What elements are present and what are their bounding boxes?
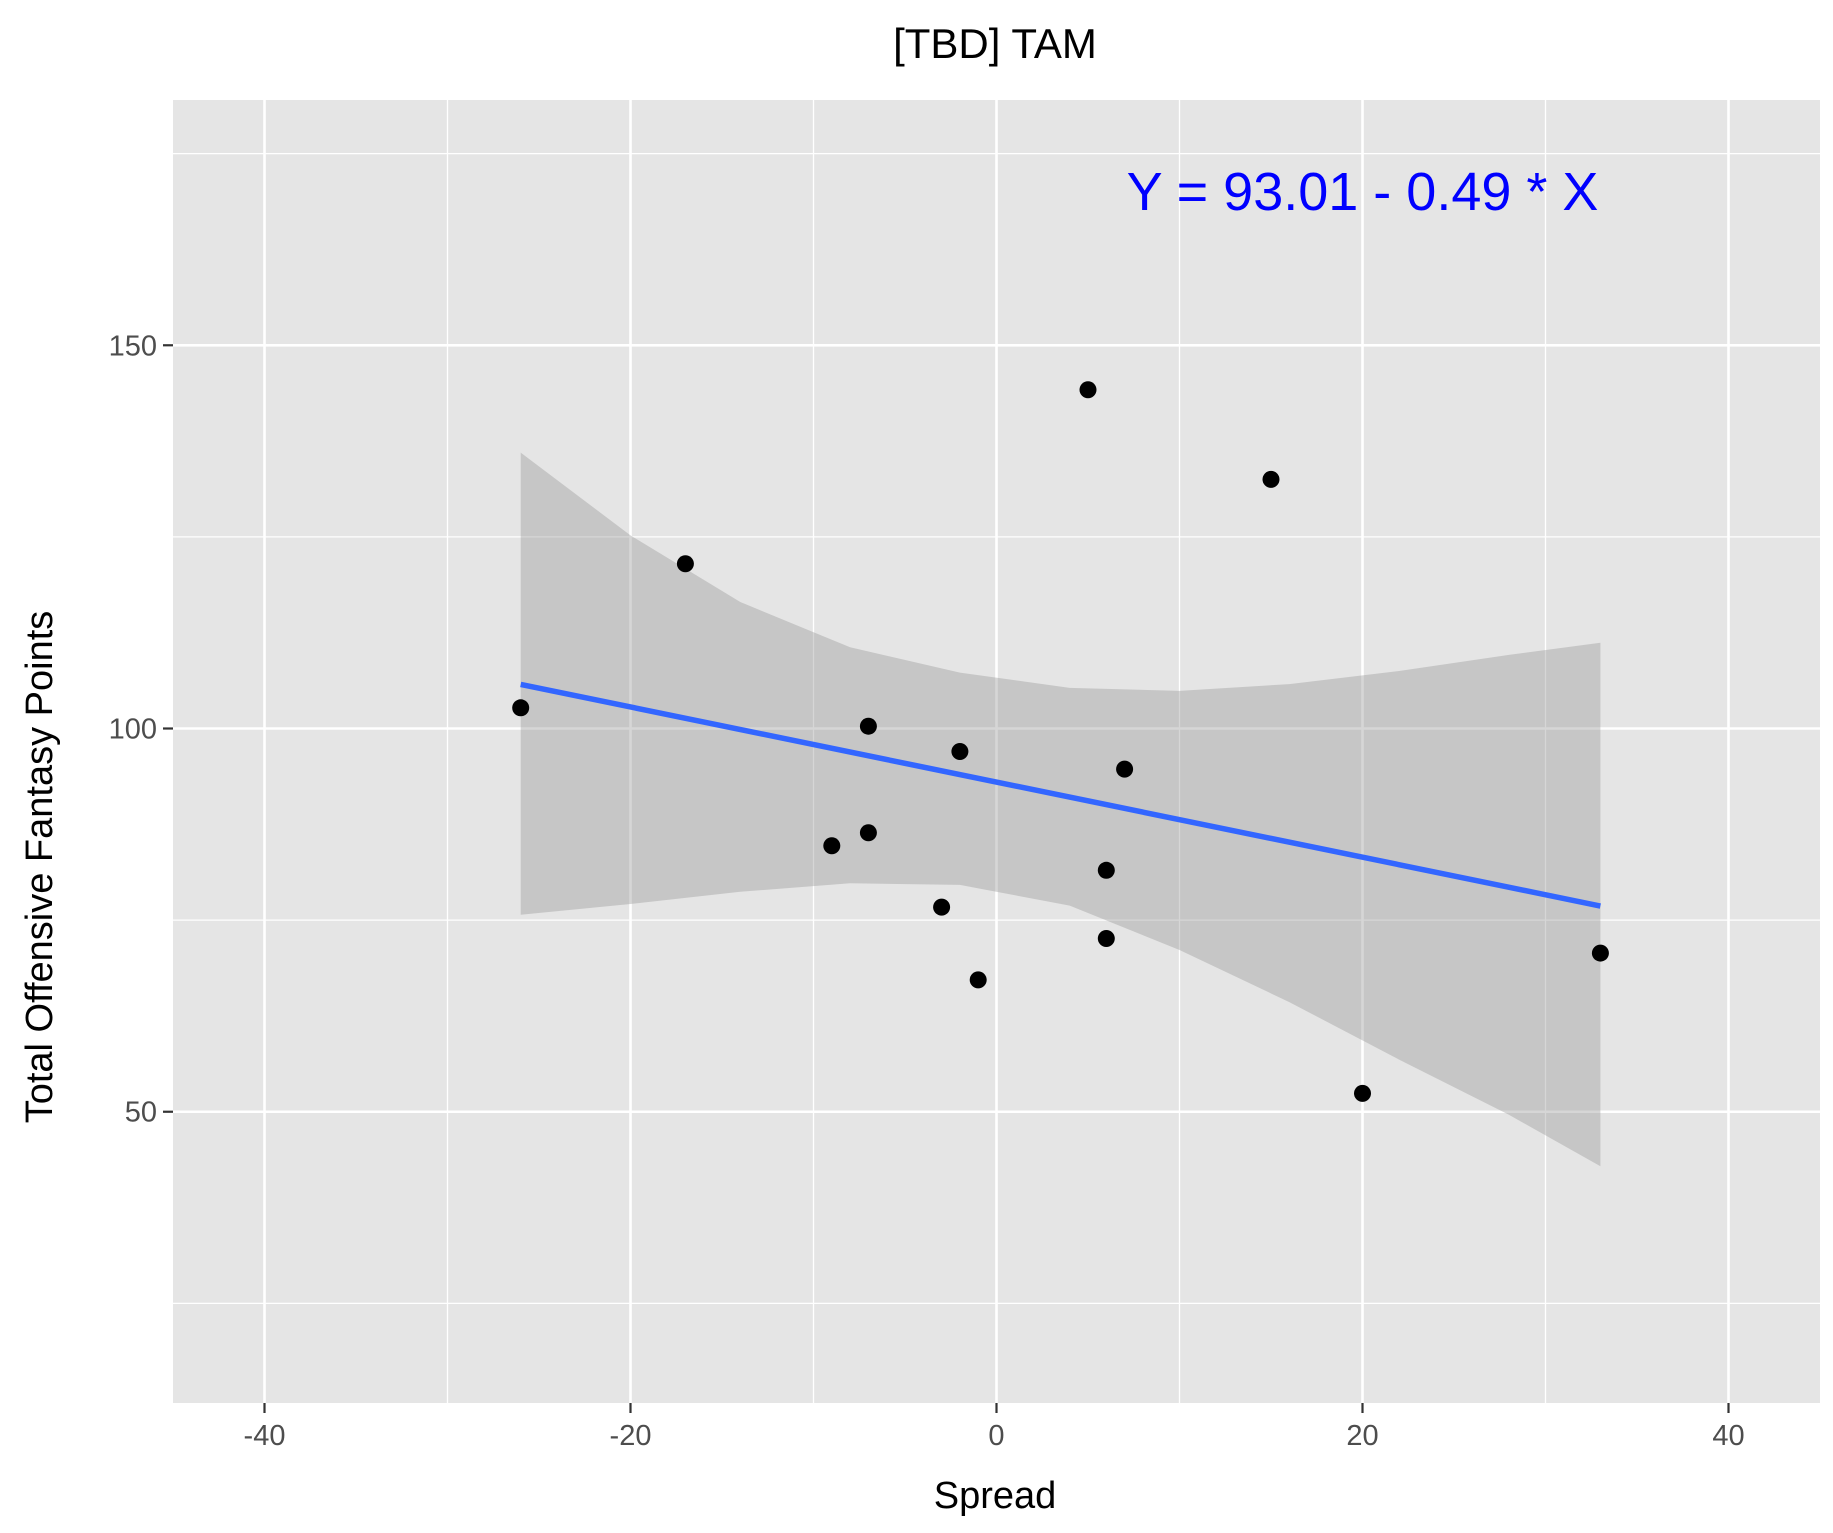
- regression-equation: Y = 93.01 - 0.49 * X: [1127, 162, 1599, 222]
- y-tick-label: 50: [125, 1097, 157, 1129]
- confidence-band: [520, 452, 1601, 1167]
- data-point: [823, 837, 841, 855]
- data-point: [859, 717, 877, 735]
- data-point: [1097, 930, 1115, 948]
- y-tick-label: 100: [109, 714, 157, 746]
- x-tick-label: 20: [1346, 1420, 1378, 1452]
- x-tick-label: -40: [244, 1420, 286, 1452]
- data-point: [512, 699, 530, 717]
- data-point: [1097, 861, 1115, 879]
- chart-title: [TBD] TAM: [893, 20, 1097, 67]
- regression-line: [520, 681, 1601, 909]
- y-axis-title: Total Offensive Fantasy Points: [19, 611, 61, 1124]
- x-axis-title: Spread: [934, 1475, 1057, 1517]
- data-point: [676, 555, 694, 573]
- x-tick-label: 40: [1712, 1420, 1744, 1452]
- data-point: [1079, 381, 1097, 399]
- x-tick-label: -20: [610, 1420, 652, 1452]
- data-point: [1354, 1084, 1371, 1102]
- x-tick-label: 0: [988, 1420, 1004, 1452]
- y-tick-label: 150: [109, 330, 157, 362]
- data-point: [859, 824, 877, 842]
- data-point: [951, 743, 969, 760]
- data-point: [969, 971, 987, 989]
- data-point: [933, 898, 951, 916]
- data-point: [1116, 760, 1134, 778]
- data-point: [1262, 470, 1280, 488]
- data-point: [1591, 944, 1609, 962]
